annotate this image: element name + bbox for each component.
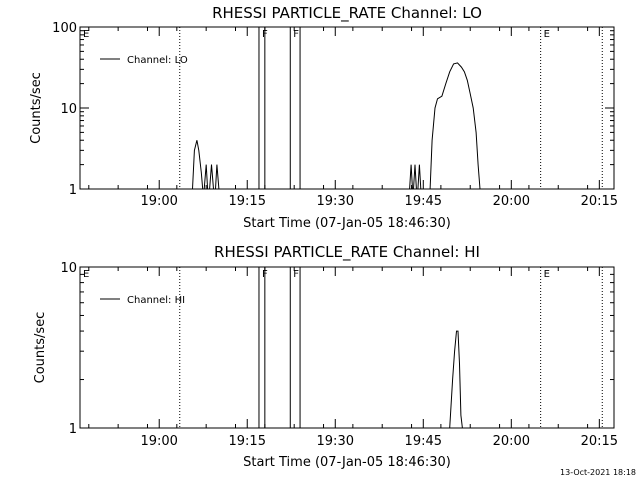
x-axis-label: Start Time (07-Jan-05 18:46:30) [243,455,451,470]
x-tick-label: 19:30 [317,434,354,449]
plot-frame [79,26,615,190]
chart-title: RHESSI PARTICLE_RATE Channel: HI [214,243,480,262]
event-marker-label: E [83,29,89,40]
y-axis-label: Counts/sec [33,312,48,384]
chart-title: RHESSI PARTICLE_RATE Channel: LO [212,4,482,23]
x-tick-label: 20:00 [493,434,530,449]
y-tick-label: 1 [69,183,77,198]
x-tick-label: 20:00 [493,194,530,209]
x-tick-label: 19:30 [317,194,354,209]
y-tick-label: 100 [52,21,77,36]
x-tick-label: 19:15 [229,194,266,209]
event-marker-label: E [544,29,550,40]
event-marker-label: E [544,269,550,280]
x-tick-label: 20:15 [581,194,618,209]
plot-frame [79,266,615,429]
x-tick-label: 20:15 [581,434,618,449]
chart-panel-1: RHESSI PARTICLE_RATE Channel: LO Start Ti… [29,4,618,231]
series-line-1 [80,62,614,190]
y-tick-label: 10 [60,261,77,276]
event-marker-label: F [293,29,299,40]
x-tick-label: 19:15 [229,434,266,449]
legend-label: Channel: HI [127,295,185,306]
chart-panel-2: RHESSI PARTICLE_RATE Channel: HI Start Ti… [33,243,618,470]
legend-label: Channel: LO [127,55,188,66]
x-axis-label: Start Time (07-Jan-05 18:46:30) [243,216,451,231]
y-tick-label: 10 [60,102,77,117]
series-line-1 [80,330,614,429]
x-tick-label: 19:00 [140,434,177,449]
y-axis-label: Counts/sec [29,72,44,144]
footer-timestamp: 13-Oct-2021 18:18 [560,468,636,477]
event-marker-label: F [293,269,299,280]
x-tick-label: 19:45 [405,434,442,449]
x-tick-label: 19:45 [405,194,442,209]
y-tick-label: 1 [69,422,77,437]
event-marker-label: E [83,269,89,280]
x-tick-label: 19:00 [140,194,177,209]
